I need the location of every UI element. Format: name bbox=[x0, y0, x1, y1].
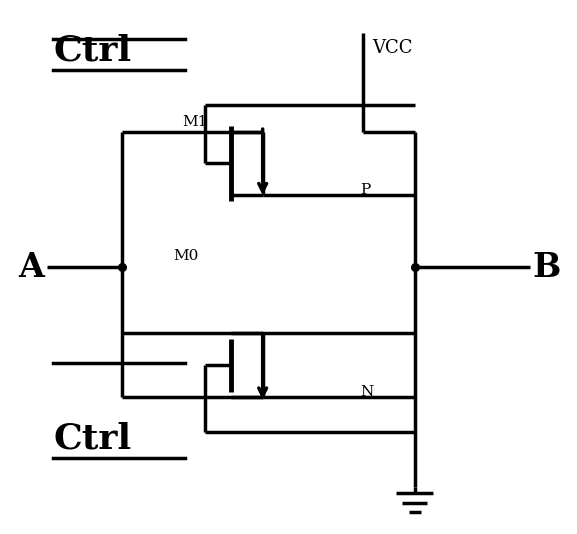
Text: Ctrl: Ctrl bbox=[53, 421, 131, 456]
Text: M0: M0 bbox=[174, 249, 199, 263]
Text: VCC: VCC bbox=[372, 38, 412, 57]
Text: A: A bbox=[18, 250, 44, 284]
Text: Ctrl: Ctrl bbox=[53, 34, 131, 68]
Text: B: B bbox=[533, 250, 561, 284]
Text: N: N bbox=[360, 385, 373, 399]
Text: P: P bbox=[360, 183, 370, 197]
Text: M1: M1 bbox=[183, 115, 208, 129]
